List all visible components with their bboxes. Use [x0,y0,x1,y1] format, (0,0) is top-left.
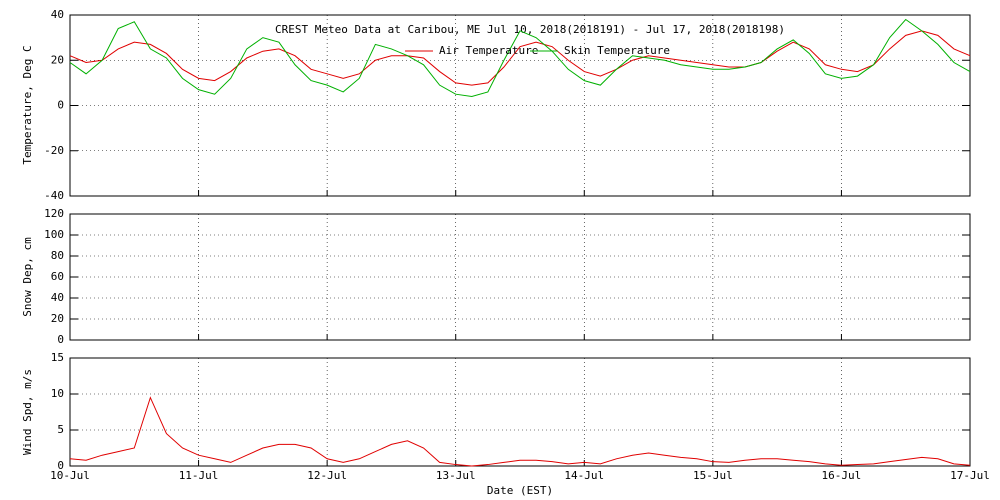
x-tick-label: 17-Jul [950,469,990,482]
y-tick-label: 60 [51,270,64,283]
y-tick-label: 100 [44,228,64,241]
legend-label: Air Temperature [439,44,538,57]
chart-title: CREST Meteo Data at Caribou, ME Jul 10, … [275,23,785,36]
y-tick-label: -20 [44,144,64,157]
x-tick-label: 12-Jul [307,469,347,482]
y-tick-label: 20 [51,53,64,66]
y-tick-label: 40 [51,291,64,304]
x-tick-label: 11-Jul [179,469,219,482]
y-tick-label: 0 [57,459,64,472]
y-tick-label: -40 [44,189,64,202]
legend-label: Skin Temperature [564,44,670,57]
y-tick-label: 20 [51,312,64,325]
y-axis-label: Temperature, Deg C [21,45,34,164]
x-tick-label: 16-Jul [822,469,862,482]
data-line [69,30,971,86]
data-line [69,18,971,97]
y-tick-label: 0 [57,99,64,112]
x-axis-label: Date (EST) [487,484,553,497]
y-tick-label: 80 [51,249,64,262]
x-tick-label: 14-Jul [564,469,604,482]
y-tick-label: 0 [57,333,64,346]
y-axis-label: Wind Spd, m/s [21,369,34,455]
plot-frame [69,213,971,341]
plot-frame [69,14,971,197]
plot-frame [69,357,971,467]
y-tick-label: 10 [51,387,64,400]
y-axis-label: Snow Dep, cm [21,237,34,317]
y-tick-label: 40 [51,8,64,21]
y-tick-label: 5 [57,423,64,436]
x-tick-label: 13-Jul [436,469,476,482]
data-line [69,396,971,467]
y-tick-label: 15 [51,351,64,364]
x-tick-label: 10-Jul [50,469,90,482]
x-tick-label: 15-Jul [693,469,733,482]
y-tick-label: 120 [44,207,64,220]
